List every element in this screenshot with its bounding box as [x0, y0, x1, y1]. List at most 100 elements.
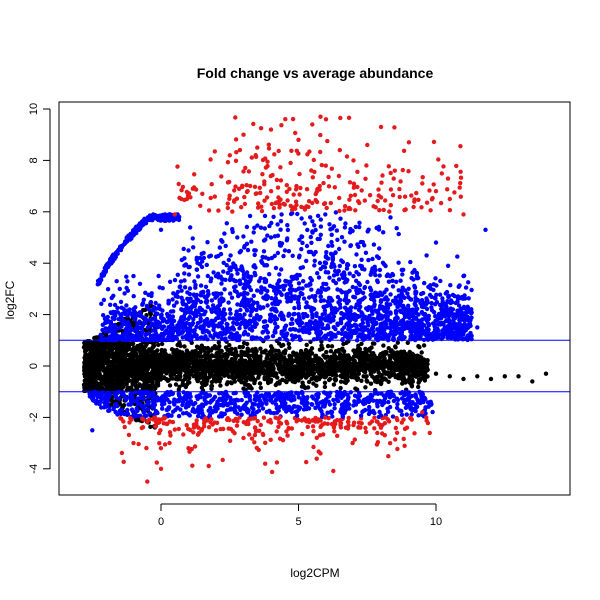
scatter-point — [365, 229, 370, 234]
scatter-point — [149, 291, 154, 296]
scatter-point — [306, 204, 311, 210]
scatter-point — [275, 233, 281, 238]
scatter-point — [178, 343, 183, 349]
scatter-point — [429, 300, 434, 306]
scatter-point — [304, 300, 309, 305]
scatter-point — [88, 351, 93, 356]
scatter-point — [287, 345, 292, 350]
scatter-point — [269, 357, 274, 362]
scatter-point — [143, 290, 148, 295]
scatter-point — [132, 328, 138, 334]
scatter-point — [309, 320, 315, 325]
scatter-point — [159, 341, 165, 347]
scatter-point — [431, 287, 436, 293]
scatter-point — [167, 279, 173, 284]
scatter-point — [112, 362, 118, 367]
scatter-point — [246, 383, 251, 388]
scatter-point — [409, 359, 414, 364]
scatter-point — [301, 296, 307, 301]
scatter-point — [309, 287, 314, 292]
scatter-point — [258, 306, 263, 311]
scatter-point — [265, 303, 270, 308]
scatter-point — [94, 361, 99, 367]
scatter-point — [279, 267, 284, 272]
scatter-point — [128, 355, 133, 360]
scatter-point — [252, 352, 257, 358]
scatter-point — [356, 334, 361, 339]
scatter-point — [328, 349, 334, 354]
scatter-point — [455, 310, 460, 316]
scatter-point — [336, 268, 341, 274]
scatter-point — [296, 281, 302, 286]
scatter-point — [329, 359, 335, 365]
scatter-point — [182, 285, 188, 290]
scatter-point — [344, 340, 349, 346]
scatter-point — [323, 355, 328, 360]
scatter-point — [361, 374, 366, 379]
scatter-point — [106, 341, 111, 347]
scatter-point — [93, 339, 99, 344]
scatter-point — [383, 364, 388, 369]
scatter-point — [273, 355, 278, 361]
scatter-point — [416, 384, 421, 390]
scatter-point — [362, 285, 367, 291]
scatter-point — [156, 273, 161, 279]
scatter-point — [182, 271, 187, 276]
scatter-point — [271, 214, 276, 219]
scatter-point — [118, 299, 124, 305]
scatter-point — [313, 298, 318, 303]
scatter-point — [302, 221, 307, 226]
scatter-point — [255, 288, 260, 293]
scatter-point — [151, 373, 156, 378]
scatter-point — [139, 372, 144, 378]
scatter-point — [213, 323, 218, 328]
scatter-point — [401, 349, 406, 355]
scatter-point — [213, 354, 218, 359]
scatter-point — [205, 240, 210, 245]
scatter-point — [167, 383, 173, 388]
scatter-point — [372, 341, 377, 346]
scatter-point — [181, 246, 186, 252]
scatter-point — [126, 386, 131, 392]
scatter-point — [323, 212, 328, 217]
scatter-point — [233, 137, 239, 142]
scatter-point — [231, 261, 236, 266]
scatter-point — [352, 264, 358, 269]
scatter-point — [363, 385, 368, 390]
scatter-point — [338, 216, 343, 221]
scatter-point — [256, 317, 262, 322]
scatter-point — [270, 333, 276, 339]
scatter-point — [217, 353, 222, 358]
scatter-point — [263, 237, 268, 242]
scatter-point — [412, 283, 417, 289]
scatter-point — [309, 278, 314, 283]
scatter-point — [161, 363, 166, 368]
scatter-point — [312, 223, 317, 228]
scatter-point — [224, 382, 230, 387]
scatter-point — [230, 229, 235, 235]
scatter-point — [368, 272, 373, 277]
scatter-point — [121, 352, 127, 357]
scatter-point — [212, 344, 217, 349]
scatter-point — [326, 174, 331, 180]
scatter-point — [275, 185, 281, 190]
scatter-point — [139, 352, 144, 357]
scatter-point — [248, 359, 254, 364]
scatter-point — [87, 359, 92, 364]
scatter-point — [183, 373, 188, 378]
scatter-point — [399, 360, 405, 365]
scatter-point — [399, 267, 404, 273]
scatter-point — [221, 372, 227, 377]
scatter-point — [352, 375, 357, 380]
scatter-point — [381, 230, 386, 235]
scatter-point — [319, 346, 324, 352]
scatter-point — [131, 294, 136, 299]
scatter-point — [235, 271, 240, 276]
scatter-point — [131, 348, 136, 354]
scatter-point — [262, 226, 267, 231]
scatter-point — [267, 223, 272, 229]
scatter-point — [387, 358, 392, 364]
scatter-point — [413, 291, 418, 296]
scatter-point — [195, 378, 200, 384]
scatter-point — [270, 349, 275, 354]
